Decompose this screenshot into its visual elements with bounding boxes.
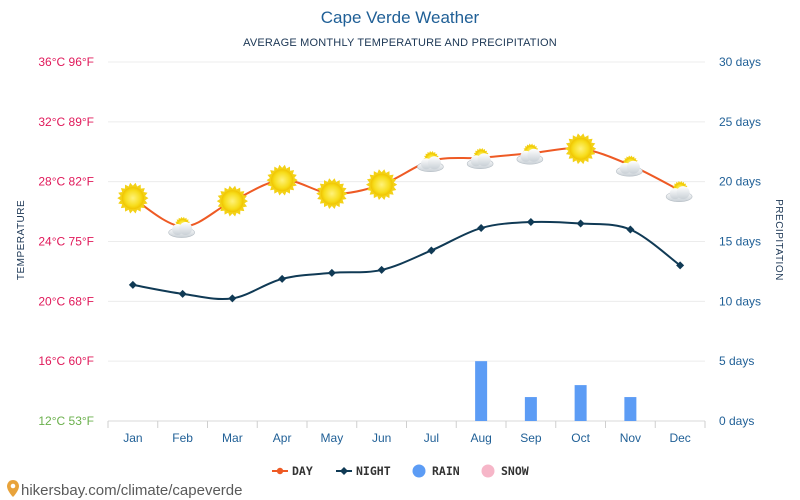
left-tick-label: 20°C 68°F — [38, 294, 94, 308]
legend-item-night: NIGHT — [336, 464, 391, 478]
x-tick-label: May — [321, 431, 344, 445]
night-marker — [526, 218, 535, 227]
cloud-sun-icon — [417, 151, 444, 173]
legend-label: SNOW — [501, 464, 529, 478]
legend-label: NIGHT — [356, 464, 391, 478]
legend-marker — [276, 467, 284, 475]
left-axis-title: TEMPERATURE — [16, 200, 27, 280]
night-marker — [377, 265, 386, 274]
rain-bar — [524, 397, 537, 421]
night-marker — [676, 261, 685, 270]
night-line — [132, 220, 681, 301]
legend-item-snow: SNOW — [481, 464, 529, 478]
sun-icon — [216, 185, 248, 217]
night-marker — [128, 280, 137, 289]
cloud-sun-icon — [665, 180, 693, 202]
rain-bar — [574, 385, 587, 421]
x-tick-label: Sep — [520, 431, 542, 445]
x-tick-label: Oct — [571, 431, 590, 445]
legend-item-day: DAY — [272, 464, 313, 478]
sun-icon — [316, 178, 348, 209]
temperature-lines — [128, 147, 685, 303]
x-tick-label: Aug — [470, 431, 491, 445]
cloud-sun-icon — [466, 148, 494, 170]
right-axis-ticks: 30 days 25 days 20 days 15 days 10 days 5 day… — [719, 55, 761, 428]
location-pin-icon — [7, 480, 19, 497]
chart-subtitle: AVERAGE MONTHLY TEMPERATURE AND PRECIPIT… — [243, 37, 557, 49]
x-tick-label: Mar — [222, 431, 243, 445]
sun-icon — [565, 133, 597, 165]
left-tick-label: 12°C 53°F — [38, 414, 94, 428]
night-marker — [477, 224, 486, 233]
sun-icon — [266, 164, 298, 196]
cloud-sun-icon — [616, 155, 643, 177]
legend-swatch — [412, 464, 426, 478]
x-tick-label: Dec — [669, 431, 690, 445]
legend-swatch — [481, 464, 495, 478]
x-tick-label: Apr — [273, 431, 292, 445]
x-tick-label: Jun — [372, 431, 391, 445]
left-tick-label: 36°C 96°F — [38, 55, 94, 69]
source-credit[interactable]: hikersbay.com/climate/capeverde — [7, 480, 242, 499]
x-tick-label: Feb — [172, 431, 193, 445]
chart-title: Cape Verde Weather — [321, 8, 480, 27]
rain-bars — [475, 361, 637, 421]
sun-icon — [117, 182, 149, 214]
x-tick-label: Jan — [123, 431, 142, 445]
left-tick-label: 16°C 60°F — [38, 354, 94, 368]
left-tick-label: 32°C 89°F — [38, 115, 94, 129]
right-tick-label: 20 days — [719, 175, 761, 189]
night-marker — [327, 268, 336, 277]
night-marker — [228, 294, 237, 303]
rain-bar — [624, 397, 637, 421]
left-axis-ticks: 36°C 96°F 32°C 89°F 28°C 82°F 24°C 75°F 20°C… — [38, 55, 94, 428]
x-axis-ticks: Jan Feb Mar Apr May Jun Jul Aug Sep Oct Nov Dec — [123, 431, 691, 445]
cloud-sun-icon — [516, 143, 544, 165]
night-marker — [278, 274, 287, 283]
right-tick-label: 0 days — [719, 414, 754, 428]
day-line — [132, 147, 681, 228]
legend-label: DAY — [292, 464, 313, 478]
legend-item-rain: RAIN — [412, 464, 460, 478]
right-tick-label: 15 days — [719, 235, 761, 249]
night-marker — [626, 225, 635, 234]
left-tick-label: 24°C 75°F — [38, 235, 94, 249]
night-marker — [178, 289, 187, 298]
right-tick-label: 10 days — [719, 294, 761, 308]
night-marker — [576, 219, 585, 228]
right-tick-label: 30 days — [719, 55, 761, 69]
right-tick-label: 5 days — [719, 354, 754, 368]
sun-icon — [366, 169, 398, 201]
rain-bar — [475, 361, 488, 421]
source-link[interactable]: hikersbay.com/climate/capeverde — [21, 482, 242, 499]
legend-label: RAIN — [432, 464, 460, 478]
left-tick-label: 28°C 82°F — [38, 175, 94, 189]
x-tick-label: Jul — [424, 431, 439, 445]
right-tick-label: 25 days — [719, 115, 761, 129]
right-axis-title: PRECIPITATION — [773, 199, 784, 281]
x-tick-label: Nov — [620, 431, 641, 445]
cloud-sun-icon — [168, 216, 195, 238]
weather-icons — [117, 133, 693, 238]
gridlines — [107, 61, 706, 428]
night-marker — [427, 246, 436, 255]
legend-marker — [340, 467, 348, 475]
legend: DAY NIGHT RAIN SNOW — [272, 464, 529, 478]
